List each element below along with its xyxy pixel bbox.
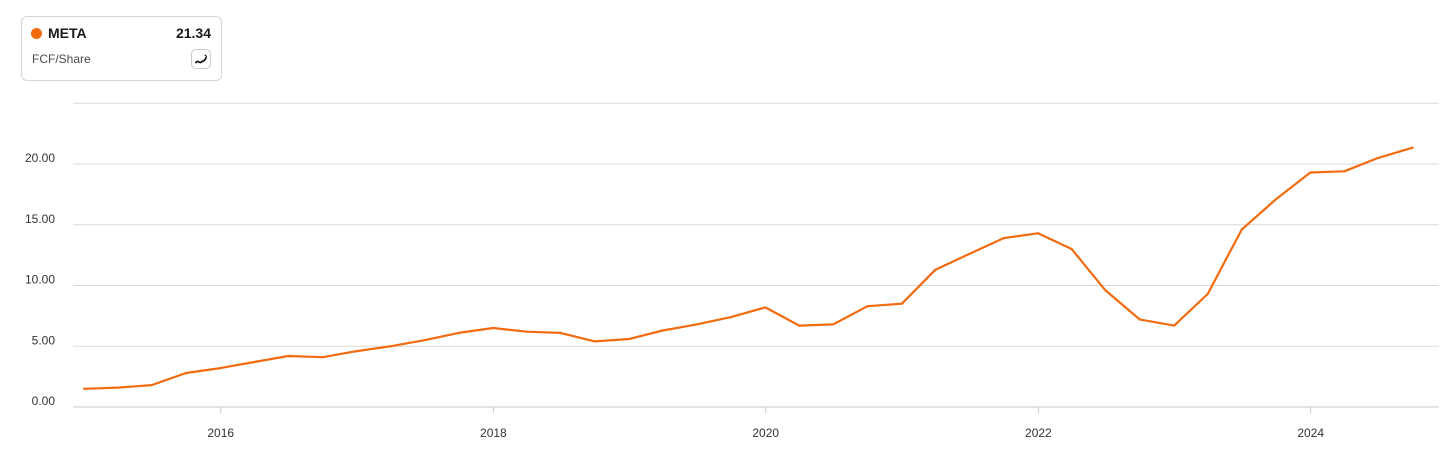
chart-style-toggle-button[interactable]: [191, 49, 211, 69]
data-point: [934, 268, 937, 271]
data-point: [219, 367, 222, 370]
data-point: [798, 324, 801, 327]
grid-lines: [73, 102, 1439, 408]
data-point: [729, 315, 733, 319]
data-point: [1173, 324, 1176, 327]
data-point: [389, 345, 392, 348]
data-point: [1377, 156, 1380, 160]
data-point: [1343, 170, 1346, 173]
data-point: [559, 331, 562, 334]
data-point: [253, 360, 256, 364]
y-axis: 0.00 5.00 10.00 15.00 20.00: [25, 151, 55, 408]
data-point: [321, 356, 324, 359]
y-tick-label: 5.00: [32, 333, 56, 347]
data-point: [1138, 318, 1141, 321]
data-point: [525, 330, 528, 333]
data-point: [1002, 237, 1005, 240]
data-point: [1036, 232, 1040, 235]
data-point: [1104, 289, 1107, 292]
data-point: [866, 305, 869, 308]
data-point: [1411, 146, 1414, 149]
data-point: [457, 331, 460, 334]
data-point: [1070, 247, 1073, 251]
x-tick-label: 2020: [752, 426, 779, 440]
data-point: [287, 354, 290, 358]
data-point: [150, 384, 153, 387]
series-color-dot: [31, 28, 42, 39]
data-point: [661, 329, 664, 332]
x-tick-label: 2016: [207, 426, 234, 440]
data-point: [1206, 292, 1209, 296]
data-point: [1309, 171, 1312, 174]
y-tick-label: 15.00: [25, 212, 55, 226]
y-tick-label: 10.00: [25, 273, 55, 287]
data-point: [491, 326, 495, 330]
data-point: [1240, 228, 1243, 231]
data-point: [968, 252, 971, 256]
x-tick-label: 2024: [1297, 426, 1324, 440]
x-axis: 2016 2018 2020 2022 2024: [207, 407, 1324, 440]
legend-metric-label: FCF/Share: [32, 52, 91, 66]
data-point: [423, 339, 426, 342]
data-point: [900, 302, 903, 305]
data-point: [116, 386, 119, 389]
sparkline-icon: [195, 54, 208, 64]
series-layer: [83, 146, 1414, 390]
data-point: [1274, 198, 1278, 201]
y-tick-label: 0.00: [32, 394, 56, 408]
x-tick-label: 2018: [480, 426, 507, 440]
data-point: [83, 387, 86, 390]
legend-ticker: META: [48, 25, 87, 41]
x-tick-label: 2022: [1025, 426, 1052, 440]
legend-card: META 21.34 FCF/Share: [21, 16, 222, 81]
data-point: [628, 337, 631, 341]
legend-latest-value: 21.34: [175, 25, 211, 41]
y-tick-label: 20.00: [25, 151, 55, 165]
data-point: [593, 340, 596, 343]
data-point: [355, 350, 358, 353]
data-point: [695, 323, 698, 326]
series-line-meta: [83, 146, 1414, 390]
data-point: [832, 323, 835, 326]
data-point: [764, 306, 767, 309]
data-point: [184, 371, 188, 375]
